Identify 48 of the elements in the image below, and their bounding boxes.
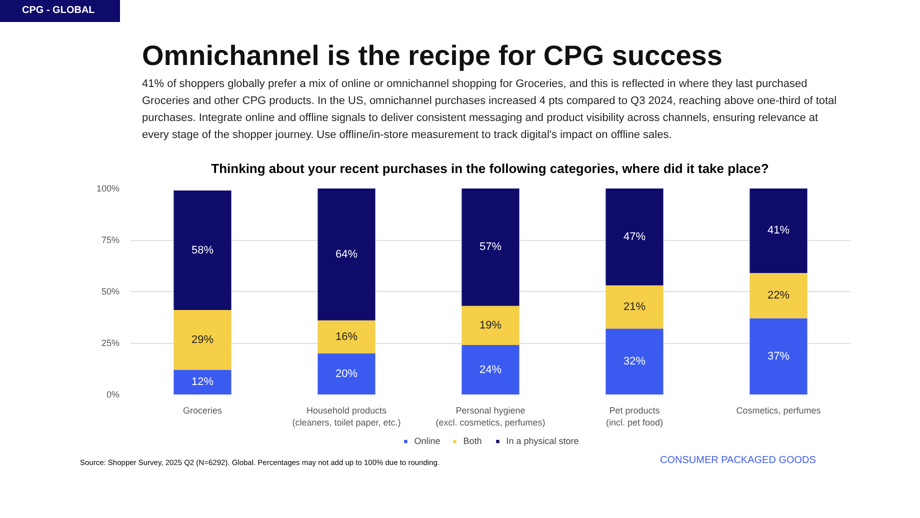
data-label: 22%: [767, 290, 790, 302]
text: CONSUMER PACKAGED GOODS: [660, 454, 816, 468]
x-tick-label: Household products (cleaners, toilet paper, etc.): [292, 406, 401, 428]
x-tick-label: Personal hygiene (excl. cosmetics, perfumes): [436, 406, 546, 428]
data-label: 16%: [335, 330, 358, 343]
bar: [750, 188, 808, 273]
data-label: 21%: [623, 300, 646, 313]
data-label: 57%: [479, 241, 502, 254]
bar: [606, 188, 664, 286]
bar: [606, 328, 664, 394]
bar: [174, 310, 232, 370]
bar: [318, 353, 376, 394]
y-tick-label: 50%: [101, 286, 120, 296]
data-label: 58%: [191, 244, 214, 256]
legend-label: Both: [463, 436, 483, 446]
bar: [750, 318, 808, 394]
bar: [318, 188, 376, 320]
bar: [606, 285, 664, 329]
bar: [174, 370, 232, 394]
bar: [318, 320, 376, 354]
data-label: 29%: [191, 334, 214, 346]
data-label: 12%: [191, 376, 214, 388]
data-label: 24%: [479, 364, 502, 376]
bar: [174, 190, 232, 310]
data-label: 37%: [767, 350, 790, 362]
bar: [462, 306, 520, 346]
data-label: 64%: [335, 248, 358, 260]
chart-subtitle: 41% of shoppers globally prefer a mix of online or omnichannel shopping for Groceries, and this is reflected in where they last purchased Groceries and other CPG products. In the US, omnichannel purchases increased 4 pts compared to Q3 2024, reaching above one-third of total purchases. Integrate online and offline signals to deliver consistent messaging and product visibility across channels, ensuring relevance at every stage of the shopper journey. Use offline/in-store measurement to track digital's impact on offline sales.: [142, 77, 838, 143]
legend-label: In a physical store: [506, 436, 579, 446]
chart-title: Omnichannel is the recipe for CPG success: [142, 39, 722, 73]
y-tick-label: 25%: [101, 338, 120, 348]
x-tick-label: Groceries: [182, 406, 223, 416]
text: Thinking about your recent purchases in the following categories, where did it take place?: [211, 160, 769, 178]
data-label: 47%: [623, 230, 646, 243]
data-label: 32%: [623, 356, 646, 368]
data-label: 41%: [767, 224, 790, 237]
bar: [750, 272, 808, 318]
x-tick-label: Cosmetics, perfumes: [736, 406, 822, 416]
x-tick-label: Pet products (incl. pet food): [606, 406, 664, 428]
text: CPG - GLOBAL: [22, 4, 95, 18]
y-tick-label: 100%: [96, 184, 120, 194]
data-label: 19%: [479, 319, 502, 332]
data-label: 20%: [335, 368, 358, 380]
y-tick-label: 75%: [101, 235, 120, 245]
y-tick-label: 0%: [106, 390, 120, 400]
bar: [462, 345, 520, 394]
bar: [462, 188, 520, 306]
legend-label: Online: [414, 436, 440, 446]
